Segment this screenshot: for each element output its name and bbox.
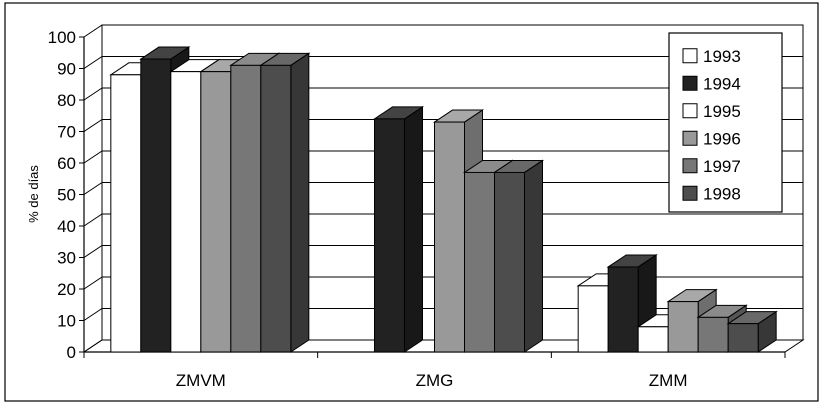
legend-item: 1996: [682, 129, 741, 148]
bar-zmg-1994: [372, 105, 425, 353]
bar-zmg-1998: [492, 159, 545, 353]
y-tick-label: 10: [57, 312, 76, 331]
y-tick-label: 80: [57, 91, 76, 110]
y-tick-label: 50: [57, 186, 76, 205]
bar-front: [577, 285, 609, 353]
legend-item: 1998: [682, 184, 741, 203]
bar-front: [697, 316, 729, 353]
category-labels: ZMVM ZMG ZMM: [176, 371, 688, 390]
y-tick-label: 30: [57, 249, 76, 268]
legend-swatch: [682, 158, 698, 174]
legend-swatch: [682, 48, 698, 64]
bar-side: [290, 52, 310, 353]
y-tick-label: 100: [48, 28, 76, 47]
bar-front: [374, 118, 405, 353]
category-label: ZMG: [416, 371, 454, 390]
side-wall-line: [83, 150, 103, 164]
bar-zmvm-1998: [259, 52, 311, 353]
legend-label: 1995: [703, 102, 741, 121]
y-tick-label: 20: [57, 280, 76, 299]
bars: [109, 46, 778, 353]
legend-item: 1995: [682, 102, 741, 121]
category-label: ZMM: [649, 371, 688, 390]
side-wall-line: [83, 339, 103, 353]
legend-item: 1994: [682, 74, 741, 93]
bar-front: [170, 71, 202, 353]
side-wall-line: [83, 56, 103, 69]
y-tick-label: 70: [57, 123, 76, 142]
y-tick-label: 90: [57, 60, 76, 79]
legend-swatch: [682, 103, 698, 119]
side-wall-line: [83, 276, 103, 290]
y-axis-label: % de días: [26, 165, 41, 223]
side-wall-line: [83, 308, 103, 321]
legend-label: 1996: [703, 129, 741, 148]
bar-zmm-1998: [726, 310, 778, 353]
bar-front: [607, 266, 639, 353]
bar-front: [464, 171, 495, 353]
legend-swatch: [682, 185, 698, 201]
side-wall-line: [83, 119, 103, 132]
legend-swatch: [682, 75, 698, 91]
legend-label: 1998: [703, 184, 741, 203]
side-wall-line: [83, 213, 103, 227]
bar-front: [200, 71, 232, 353]
y-tick-label: 40: [57, 217, 76, 236]
legend-item: 1993: [682, 47, 741, 66]
bar-front: [727, 323, 759, 353]
category-label: ZMVM: [176, 371, 226, 390]
legend-label: 1994: [703, 74, 741, 93]
bar-front: [667, 301, 699, 353]
bar-front: [637, 326, 669, 353]
bar-front: [110, 74, 142, 353]
bar-front: [140, 58, 172, 353]
y-tick-label: 60: [57, 154, 76, 173]
bar-front: [260, 64, 292, 353]
y-tick-labels: 0 10 20 30 40 50 60 70 80 90 100: [48, 28, 76, 362]
y-tick-label: 0: [67, 343, 76, 362]
legend-swatch: [682, 130, 698, 146]
bar-front: [434, 121, 465, 353]
side-wall-line: [83, 182, 103, 195]
legend: 1993 1994 1995 1996 1997 1998: [668, 32, 783, 213]
side-wall-line: [83, 24, 103, 38]
legend-item: 1997: [682, 157, 741, 176]
bar-front: [494, 171, 525, 353]
bar-front: [230, 64, 262, 353]
side-wall-line: [83, 87, 103, 101]
side-wall-line: [83, 245, 103, 258]
legend-label: 1993: [703, 47, 741, 66]
legend-label: 1997: [703, 157, 741, 176]
bar-side: [524, 159, 543, 353]
bar-side: [404, 105, 423, 353]
